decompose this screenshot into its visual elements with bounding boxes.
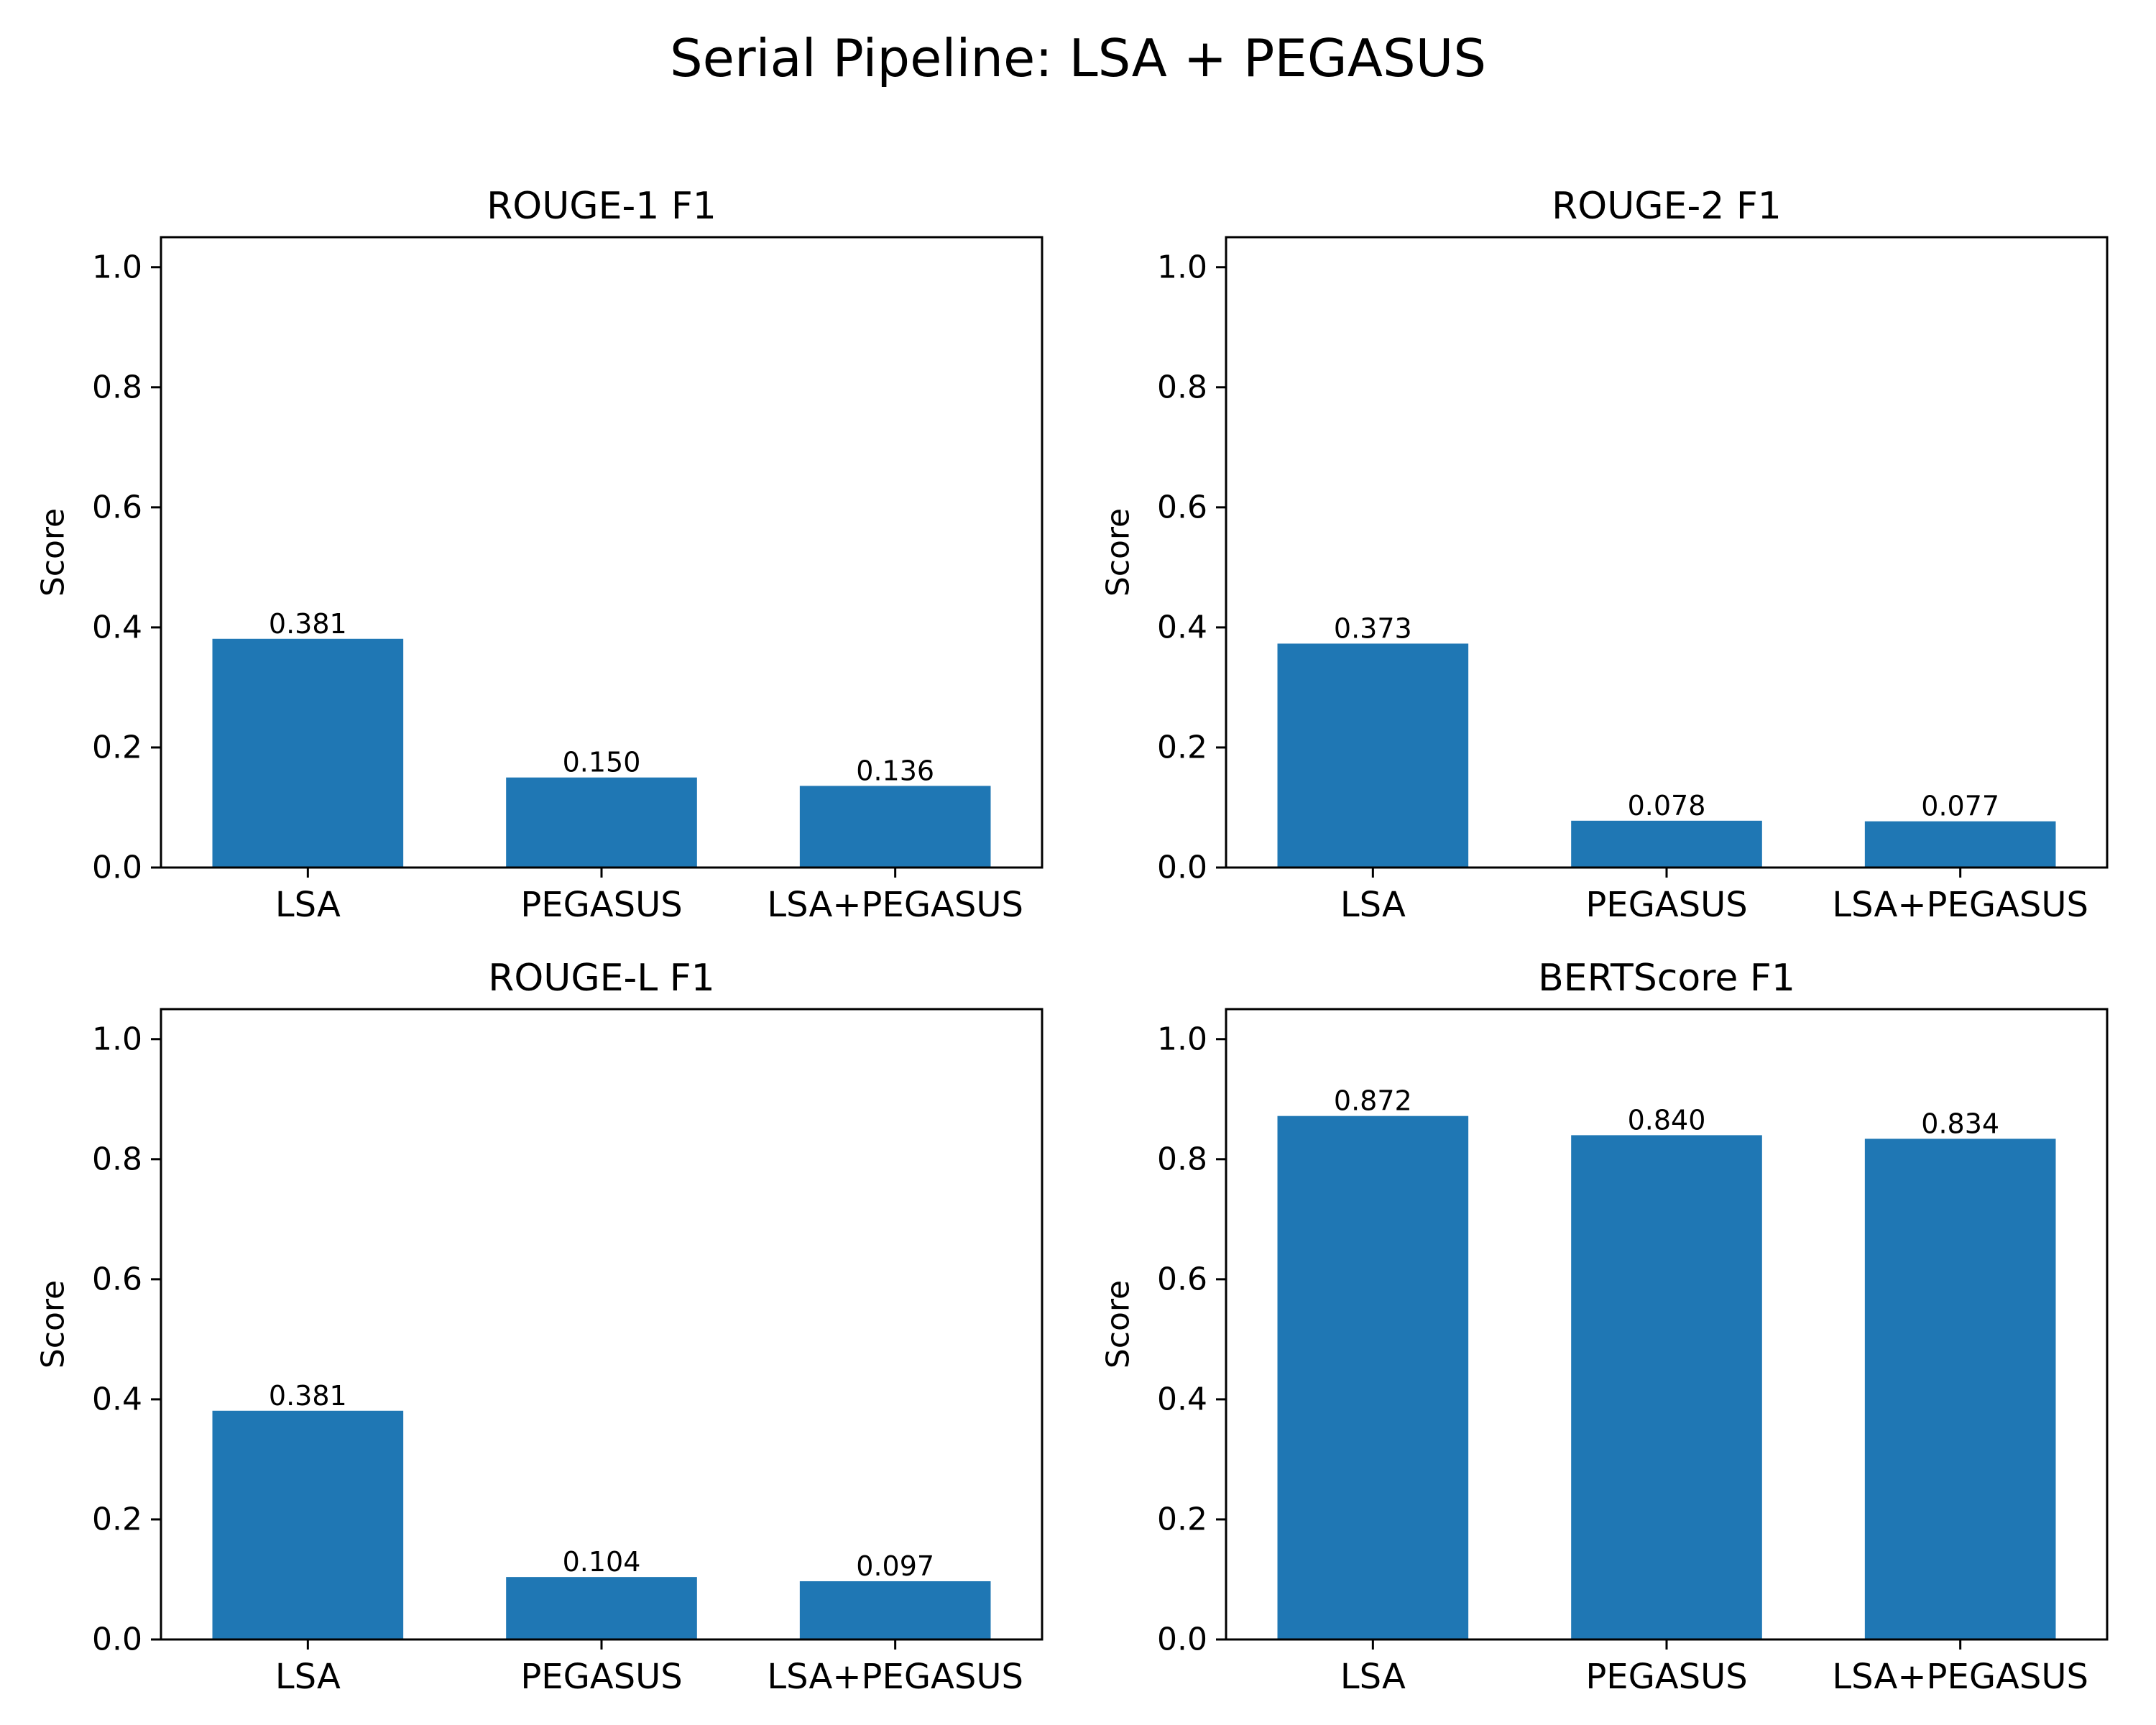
y-tick-label: 0.8 <box>1157 369 1207 405</box>
bar-value-label: 0.381 <box>269 1380 347 1412</box>
chart-title: ROUGE-2 F1 <box>1552 185 1782 228</box>
x-tick-label: LSA+PEGASUS <box>1832 885 2088 925</box>
bar-pegasus <box>506 777 697 868</box>
y-tick-label: 0.8 <box>92 1141 142 1177</box>
y-tick-label: 0.8 <box>92 369 142 405</box>
figure-title: Serial Pipeline: LSA + PEGASUS <box>669 28 1487 88</box>
y-tick-label: 0.6 <box>1157 489 1207 525</box>
plot-frame <box>1225 1008 2109 1641</box>
y-tick-label: 0.2 <box>1157 729 1207 765</box>
bar-value-label: 0.381 <box>269 608 347 640</box>
x-tick-label: LSA+PEGASUS <box>767 885 1023 925</box>
x-tick-label: LSA+PEGASUS <box>1832 1657 2088 1697</box>
bar-value-label: 0.150 <box>563 747 641 778</box>
y-tick-label: 1.0 <box>1157 1021 1207 1057</box>
bar-lsa <box>1277 1116 1469 1639</box>
x-tick-label: LSA <box>1340 885 1406 925</box>
bar-lsa-pegasus <box>1864 821 2056 868</box>
bar-lsa-pegasus <box>1864 1138 2056 1639</box>
y-tick-label: 0.0 <box>1157 850 1207 886</box>
chart-panel-2: ROUGE-2 F1 0.0 0.2 0.4 0.6 0.8 1.0 Score 0.373 LS… <box>1100 185 2109 925</box>
chart-title: ROUGE-1 F1 <box>487 185 717 228</box>
x-tick-label: PEGASUS <box>1585 1657 1747 1697</box>
y-axis-label: Score <box>35 1280 72 1368</box>
y-tick-label: 1.0 <box>92 1021 142 1057</box>
y-tick-label: 0.2 <box>1157 1501 1207 1537</box>
y-tick-label: 1.0 <box>1157 249 1207 285</box>
bar-pegasus <box>1571 1135 1762 1639</box>
chart-title: BERTScore F1 <box>1538 957 1795 1000</box>
y-tick-label: 0.0 <box>92 1622 142 1658</box>
y-tick-label: 0.4 <box>1157 609 1207 645</box>
y-tick-label: 0.2 <box>92 1501 142 1537</box>
x-tick-label: PEGASUS <box>520 1657 682 1697</box>
y-tick-label: 1.0 <box>92 249 142 285</box>
chart-panel-4: BERTScore F1 0.0 0.2 0.4 0.6 0.8 1.0 Score 0.872… <box>1100 957 2109 1697</box>
y-tick-label: 0.4 <box>1157 1381 1207 1417</box>
chart-title: ROUGE-L F1 <box>488 957 715 1000</box>
bar-value-label: 0.136 <box>856 755 934 786</box>
y-tick-label: 0.6 <box>92 489 142 525</box>
bar-pegasus <box>1571 820 1762 868</box>
y-axis-label: Score <box>35 508 72 597</box>
x-tick-label: PEGASUS <box>520 885 682 925</box>
x-tick-label: LSA <box>275 1657 341 1697</box>
y-tick-label: 0.0 <box>92 850 142 886</box>
bar-value-label: 0.077 <box>1921 791 1999 822</box>
bar-lsa <box>1277 643 1469 868</box>
bar-lsa <box>212 1410 404 1639</box>
bar-lsa <box>212 638 404 868</box>
x-tick-label: LSA <box>1340 1657 1406 1697</box>
plot-frame <box>160 1008 1044 1641</box>
y-tick-label: 0.4 <box>92 609 142 645</box>
y-tick-label: 0.2 <box>92 729 142 765</box>
y-tick-label: 0.6 <box>1157 1261 1207 1297</box>
y-tick-label: 0.0 <box>1157 1622 1207 1658</box>
bar-value-label: 0.078 <box>1628 790 1706 822</box>
bar-value-label: 0.840 <box>1628 1104 1706 1136</box>
y-tick-label: 0.6 <box>92 1261 142 1297</box>
bar-lsa-pegasus <box>799 1581 991 1639</box>
bar-value-label: 0.097 <box>856 1550 934 1582</box>
bar-value-label: 0.373 <box>1334 612 1412 644</box>
plot-frame <box>1225 236 2109 869</box>
y-axis-label: Score <box>1100 508 1137 597</box>
y-tick-label: 0.8 <box>1157 1141 1207 1177</box>
y-tick-label: 0.4 <box>92 1381 142 1417</box>
bar-lsa-pegasus <box>799 786 991 868</box>
x-tick-label: LSA <box>275 885 341 925</box>
x-tick-label: LSA+PEGASUS <box>767 1657 1023 1697</box>
x-tick-label: PEGASUS <box>1585 885 1747 925</box>
chart-panel-3: ROUGE-L F1 0.0 0.2 0.4 0.6 0.8 1.0 Score 0.381 LS… <box>35 957 1044 1697</box>
plot-frame <box>160 236 1044 869</box>
y-axis-label: Score <box>1100 1280 1137 1368</box>
bar-value-label: 0.872 <box>1334 1085 1412 1117</box>
bar-pegasus <box>506 1577 697 1639</box>
bar-value-label: 0.834 <box>1921 1108 1999 1139</box>
chart-panel-1: ROUGE-1 F1 0.0 0.2 0.4 0.6 0.8 1.0 Score 0.381 LS… <box>35 185 1044 925</box>
bar-value-label: 0.104 <box>563 1546 641 1578</box>
